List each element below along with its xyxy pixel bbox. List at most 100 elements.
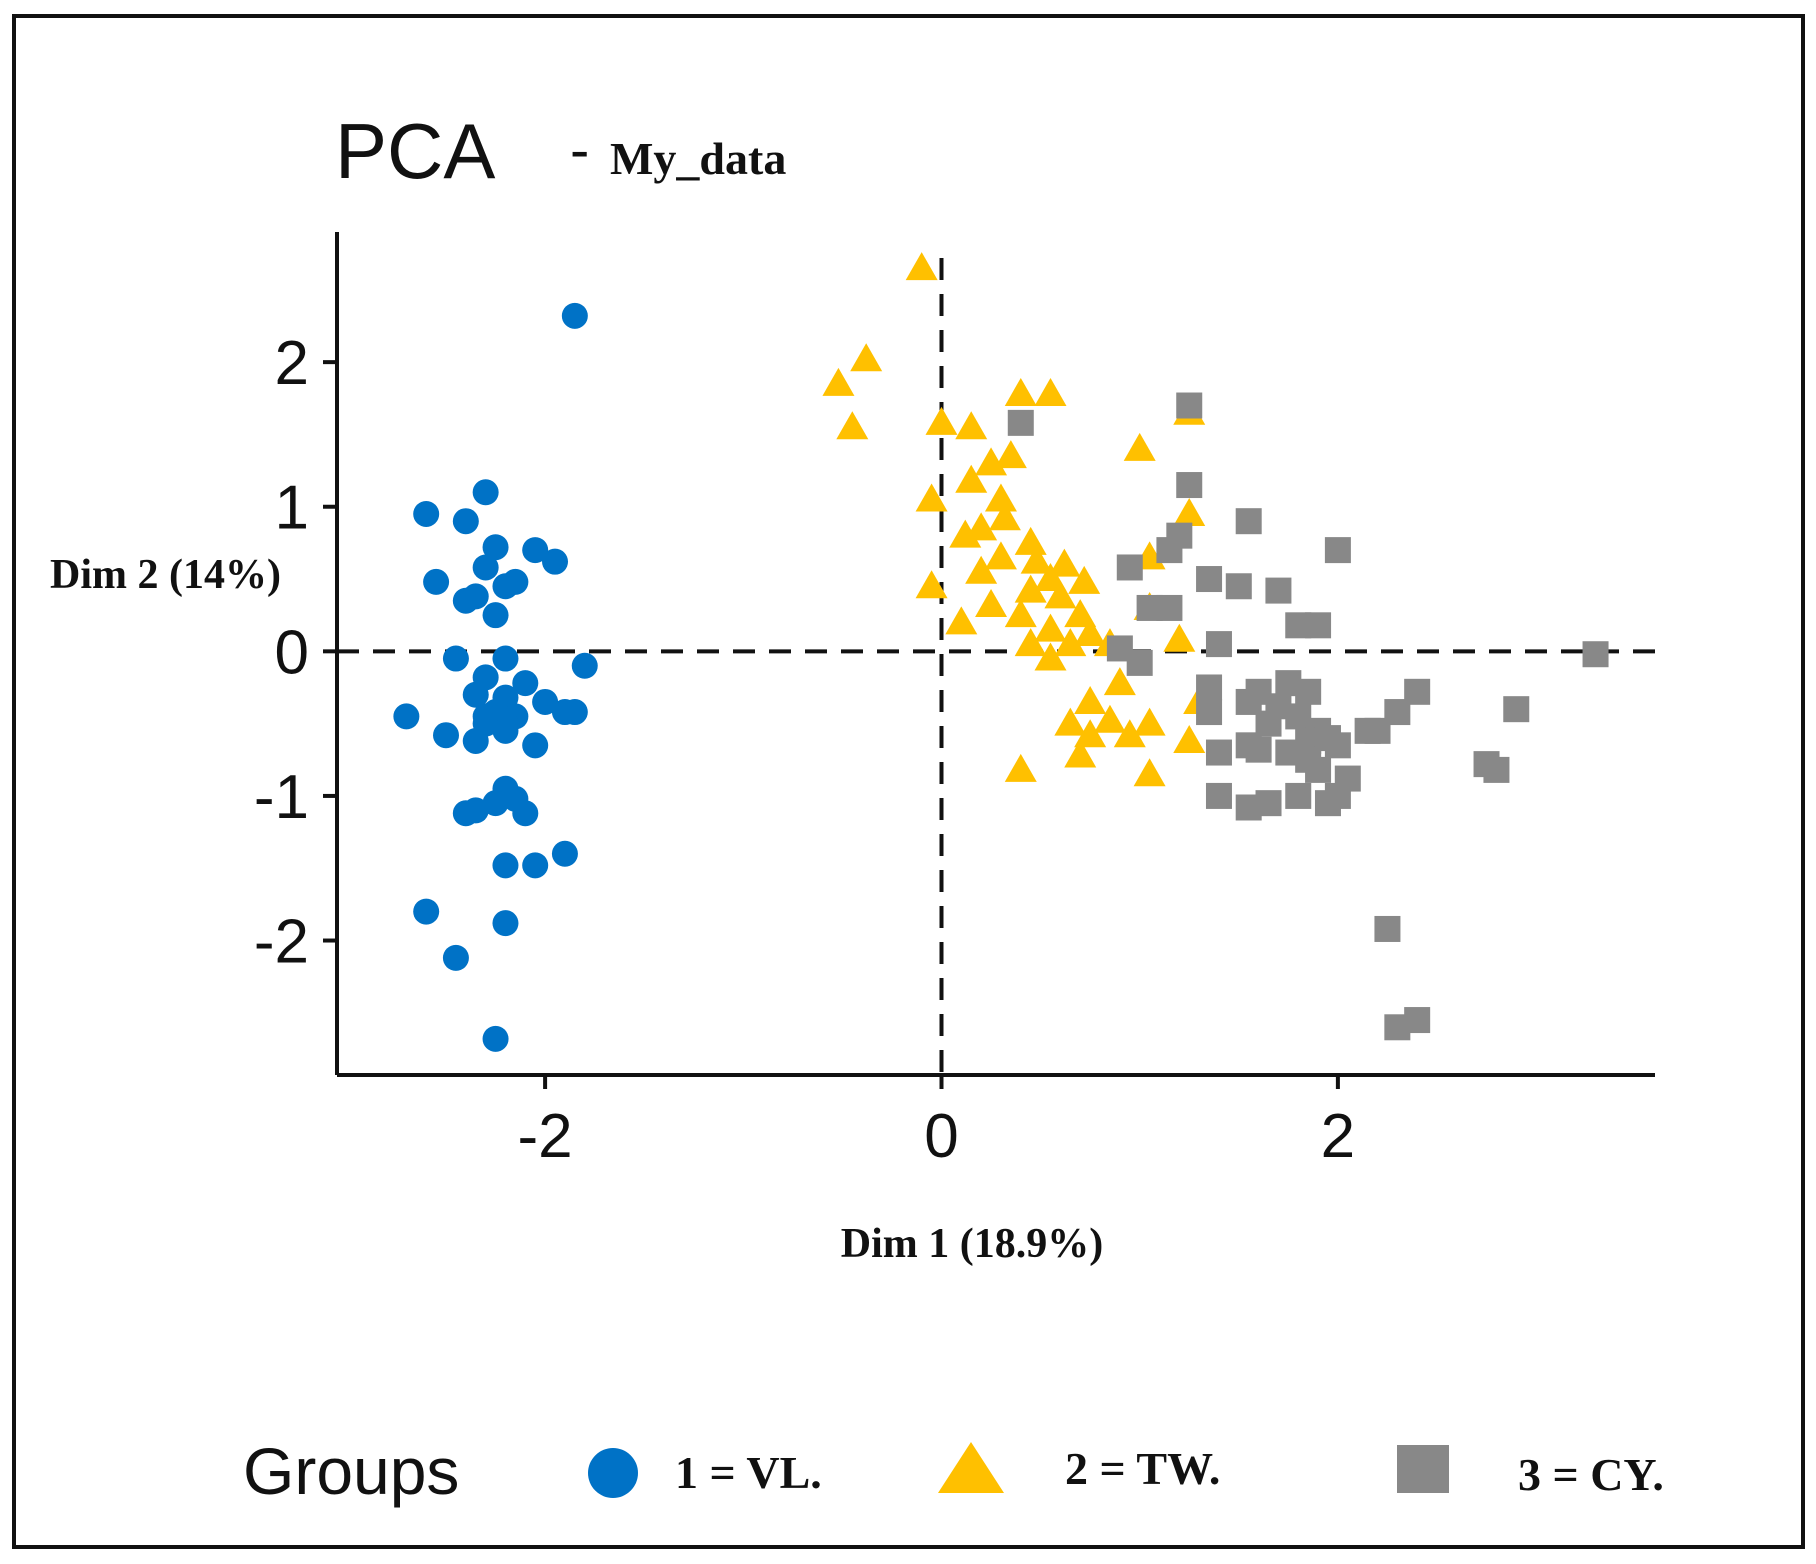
y-tick-label: 1	[275, 474, 309, 543]
point-circle	[482, 602, 509, 629]
point-square	[1176, 392, 1203, 419]
axes	[335, 232, 1655, 1077]
legend-marker-vl	[588, 1448, 638, 1498]
legend-marker-cy	[1397, 1445, 1449, 1493]
point-square	[1235, 794, 1262, 821]
point-triangle	[1020, 545, 1053, 574]
point-circle	[492, 717, 519, 744]
legend-marker-tw	[938, 1442, 1004, 1493]
point-triangle	[915, 570, 948, 599]
point-triangle	[1074, 719, 1107, 748]
point-circle	[512, 800, 539, 827]
point-circle	[512, 670, 539, 697]
point-square	[1205, 739, 1232, 766]
chart-subtitle: My_data	[610, 133, 786, 184]
point-circle	[482, 1025, 509, 1052]
data-points	[393, 252, 1609, 1052]
point-triangle	[984, 483, 1017, 512]
point-circle	[433, 722, 460, 749]
point-triangle	[1163, 623, 1196, 652]
series-3	[1007, 392, 1609, 1041]
point-circle	[462, 727, 489, 754]
point-circle	[492, 573, 519, 600]
legend-title: Groups	[243, 1434, 459, 1508]
chart-title-separator: -	[570, 118, 589, 183]
point-triangle	[945, 606, 978, 635]
point-triangle	[1113, 719, 1146, 748]
point-circle	[482, 534, 509, 561]
point-triangle	[1034, 642, 1067, 671]
point-circle	[492, 910, 519, 937]
y-tick-label: 0	[275, 618, 309, 687]
point-square	[1324, 732, 1351, 759]
point-square	[1156, 537, 1183, 564]
point-circle	[472, 554, 499, 581]
point-square	[1196, 566, 1223, 593]
point-triangle	[1123, 432, 1156, 461]
x-tick-label: 0	[924, 1102, 958, 1171]
point-square	[1116, 554, 1143, 581]
point-triangle	[1004, 377, 1037, 406]
x-tick-label: -2	[518, 1102, 573, 1171]
point-triangle	[822, 367, 855, 396]
point-square	[1235, 508, 1262, 535]
point-triangle	[1133, 707, 1166, 736]
point-square	[1364, 717, 1391, 744]
point-triangle	[1173, 724, 1206, 753]
point-triangle	[984, 541, 1017, 570]
point-square	[1305, 756, 1332, 783]
point-square	[1235, 732, 1262, 759]
point-triangle	[1054, 707, 1087, 736]
point-triangle	[1068, 565, 1101, 594]
point-square	[1265, 577, 1292, 604]
point-square	[1196, 674, 1223, 701]
point-circle	[522, 537, 549, 564]
point-square	[1255, 710, 1282, 737]
point-circle	[462, 681, 489, 708]
point-square	[1582, 641, 1609, 668]
point-square	[1225, 573, 1252, 600]
point-circle	[393, 703, 420, 730]
point-square	[1374, 915, 1401, 942]
point-circle	[442, 645, 469, 672]
legend: Groups 1 = VL. 2 = TW. 3 = CY.	[243, 1434, 1664, 1508]
point-square	[1196, 699, 1223, 726]
point-triangle	[949, 519, 982, 548]
point-circle	[413, 898, 440, 925]
point-triangle	[836, 411, 869, 440]
chart-title: PCA	[335, 107, 495, 195]
point-triangle	[1014, 574, 1047, 603]
point-square	[1324, 537, 1351, 564]
legend-label-vl: 1 = VL.	[675, 1447, 822, 1498]
point-square	[1503, 696, 1530, 723]
point-circle	[413, 500, 440, 527]
point-circle	[462, 797, 489, 824]
series-1	[393, 302, 598, 1052]
point-triangle	[1093, 704, 1126, 733]
point-triangle	[955, 464, 988, 493]
point-triangle	[1004, 599, 1037, 628]
y-tick-label: -2	[254, 908, 309, 977]
point-circle	[571, 652, 598, 679]
point-triangle	[905, 252, 938, 281]
point-circle	[561, 699, 588, 726]
point-circle	[492, 645, 519, 672]
point-triangle	[1034, 377, 1067, 406]
point-circle	[452, 587, 479, 614]
point-triangle	[1034, 613, 1067, 642]
point-circle	[551, 840, 578, 867]
point-triangle	[988, 502, 1021, 531]
y-axis-label: Dim 2 (14%)	[50, 552, 281, 598]
point-triangle	[1064, 599, 1097, 628]
point-triangle	[1074, 685, 1107, 714]
point-square	[1314, 790, 1341, 817]
point-square	[1156, 594, 1183, 621]
point-circle	[522, 852, 549, 879]
legend-label-tw: 2 = TW.	[1065, 1443, 1220, 1494]
point-triangle	[965, 555, 998, 584]
point-circle	[522, 732, 549, 759]
point-triangle	[975, 589, 1008, 618]
point-triangle	[1014, 628, 1047, 657]
point-triangle	[955, 411, 988, 440]
